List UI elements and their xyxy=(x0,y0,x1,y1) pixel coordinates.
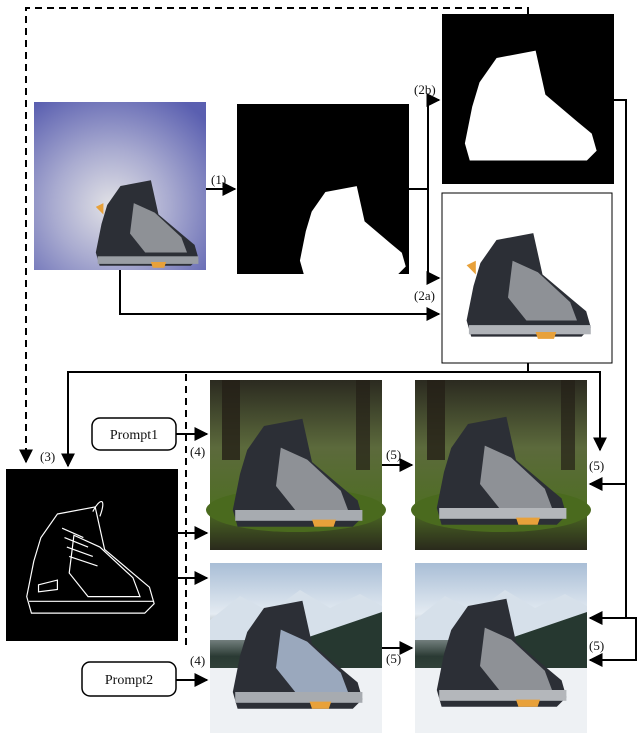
step-1-label: (1) xyxy=(211,172,226,187)
mask-image xyxy=(237,104,409,275)
step-4-label-bottom: (4) xyxy=(190,653,205,668)
arrow-2a-to-forest-refine xyxy=(528,371,607,452)
step-3-label: (3) xyxy=(40,449,55,464)
arrow-mask-to-2a xyxy=(426,189,441,285)
arrow-2b-vertical xyxy=(614,99,627,618)
mask-2b-image xyxy=(442,14,614,184)
step-4-label-top: (4) xyxy=(190,444,205,459)
arrow-2a-to-edge xyxy=(61,363,529,468)
forest-refined-image xyxy=(411,380,591,550)
prompt1-box: Prompt1 xyxy=(91,417,177,451)
product-2a-image xyxy=(441,192,613,364)
snow-refined-image xyxy=(415,563,587,733)
arrow-mask-to-2b xyxy=(409,93,441,190)
step-2b-label: (2b) xyxy=(414,82,436,97)
step-5-label-forest-right: (5) xyxy=(589,458,604,473)
forest-generated-image xyxy=(206,380,386,550)
input-image xyxy=(34,102,206,270)
step-2a-label: (2a) xyxy=(414,288,435,303)
prompt2-label: Prompt2 xyxy=(105,673,153,688)
dashed-feedback-arrow xyxy=(19,7,529,464)
arrow-2b-to-snow-refine-2 xyxy=(588,617,637,667)
prompt2-box: Prompt2 xyxy=(81,661,177,697)
step-5-label-snow-right: (5) xyxy=(589,638,604,653)
edge-map-image xyxy=(6,469,178,641)
prompt1-label: Prompt1 xyxy=(110,428,158,443)
step-5-label-snow: (5) xyxy=(386,651,401,666)
step-5-label-forest: (5) xyxy=(386,447,401,462)
arrow-input-to-2a xyxy=(119,270,441,321)
snow-generated-image xyxy=(210,563,382,733)
